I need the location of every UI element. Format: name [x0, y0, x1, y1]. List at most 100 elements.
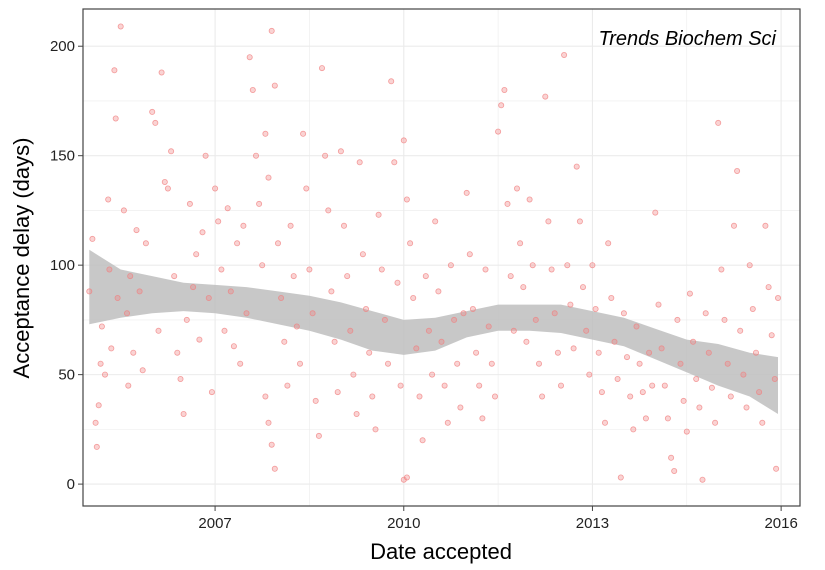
data-point	[168, 148, 175, 155]
data-point	[183, 316, 190, 323]
data-point	[120, 207, 127, 214]
data-point	[504, 200, 511, 207]
data-point	[658, 345, 665, 352]
data-point	[768, 332, 775, 339]
data-point	[234, 240, 241, 247]
data-point	[375, 211, 382, 218]
data-point	[773, 465, 780, 472]
x-tick-label: 2010	[387, 515, 420, 532]
data-point	[548, 266, 555, 273]
data-point	[95, 402, 102, 409]
data-point	[337, 148, 344, 155]
data-point	[366, 349, 373, 356]
data-point	[190, 284, 197, 291]
data-point	[576, 218, 583, 225]
data-point	[661, 382, 668, 389]
data-point	[215, 218, 222, 225]
data-point	[378, 266, 385, 273]
data-point	[485, 323, 492, 330]
data-point	[388, 78, 395, 85]
data-point	[652, 209, 659, 216]
data-point	[268, 27, 275, 34]
data-point	[482, 266, 489, 273]
data-point	[284, 382, 291, 389]
data-point	[743, 404, 750, 411]
data-point	[432, 218, 439, 225]
data-point	[775, 294, 782, 301]
data-point	[315, 432, 322, 439]
data-point	[265, 174, 272, 181]
data-point	[699, 476, 706, 483]
data-point	[416, 393, 423, 400]
data-point	[180, 410, 187, 417]
data-point	[454, 360, 461, 367]
data-point	[278, 294, 285, 301]
data-point	[639, 389, 646, 396]
data-point	[605, 240, 612, 247]
data-point	[86, 288, 93, 295]
data-point	[362, 305, 369, 312]
data-point	[403, 196, 410, 203]
data-point	[642, 415, 649, 422]
data-point	[296, 360, 303, 367]
data-point	[545, 218, 552, 225]
data-point	[293, 323, 300, 330]
data-point	[671, 467, 678, 474]
data-point	[602, 419, 609, 426]
data-point	[586, 371, 593, 378]
data-point	[473, 349, 480, 356]
data-point	[532, 316, 539, 323]
data-point	[705, 349, 712, 356]
data-point	[558, 382, 565, 389]
data-point	[457, 404, 464, 411]
data-point	[328, 288, 335, 295]
data-point	[580, 284, 587, 291]
data-point	[451, 316, 458, 323]
data-point	[391, 159, 398, 166]
data-point	[353, 410, 360, 417]
data-point	[93, 443, 100, 450]
data-point	[164, 185, 171, 192]
data-point	[655, 301, 662, 308]
data-point	[218, 266, 225, 273]
data-point	[419, 437, 426, 444]
data-point	[92, 419, 99, 426]
data-point	[627, 393, 634, 400]
data-point	[199, 229, 206, 236]
data-point	[325, 207, 332, 214]
data-point	[322, 152, 329, 159]
data-point	[724, 360, 731, 367]
data-point	[765, 284, 772, 291]
data-point	[193, 251, 200, 258]
journal-annotation: Trends Biochem Sci	[599, 28, 777, 50]
data-point	[495, 128, 502, 135]
data-point	[680, 397, 687, 404]
data-point	[646, 349, 653, 356]
data-point	[102, 371, 109, 378]
data-point	[460, 310, 467, 317]
data-point	[561, 52, 568, 59]
data-point	[614, 375, 621, 382]
data-point	[359, 251, 366, 258]
data-point	[262, 393, 269, 400]
data-point	[589, 262, 596, 269]
data-point	[686, 290, 693, 297]
data-point	[227, 288, 234, 295]
data-point	[340, 222, 347, 229]
data-point	[271, 465, 278, 472]
data-point	[529, 262, 536, 269]
data-point	[384, 360, 391, 367]
data-point	[407, 240, 414, 247]
data-point	[287, 222, 294, 229]
data-point	[664, 415, 671, 422]
data-point	[274, 240, 281, 247]
data-point	[186, 200, 193, 207]
data-point	[570, 345, 577, 352]
data-point	[536, 360, 543, 367]
data-point	[265, 419, 272, 426]
data-point	[510, 327, 517, 334]
data-point	[114, 294, 121, 301]
data-point	[488, 360, 495, 367]
data-point	[221, 327, 228, 334]
data-point	[300, 130, 307, 137]
